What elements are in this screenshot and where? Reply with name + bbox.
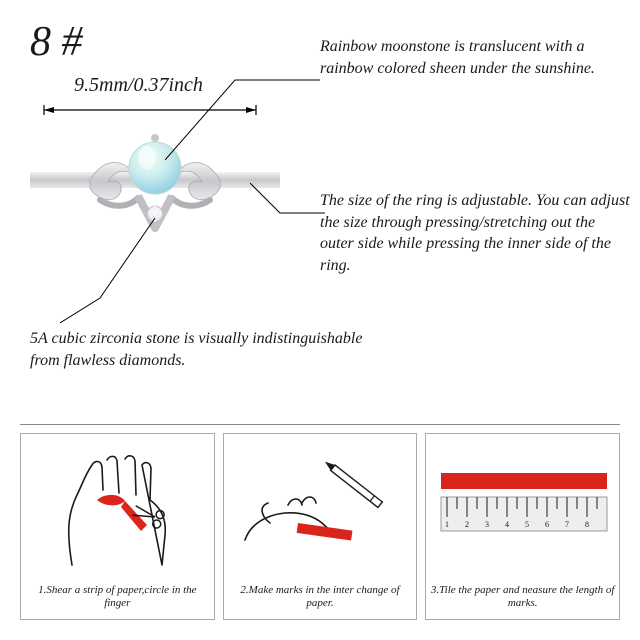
step-3: 1 2 3 4 5 6 7 8 3.Tile the paper and nea… [425, 433, 620, 620]
leader-moonstone [165, 60, 325, 170]
svg-text:2: 2 [465, 520, 469, 529]
step-1: 1.Shear a strip of paper,circle in the f… [20, 433, 215, 620]
steps-row: 1.Shear a strip of paper,circle in the f… [20, 424, 620, 620]
step-1-illustration [25, 440, 210, 580]
step-3-caption: 3.Tile the paper and neasure the length … [430, 584, 615, 612]
step-3-illustration: 1 2 3 4 5 6 7 8 [430, 440, 615, 580]
step-2: 2.Make marks in the inter change of pape… [223, 433, 418, 620]
svg-text:5: 5 [525, 520, 529, 529]
svg-text:6: 6 [545, 520, 549, 529]
callout-zirconia: 5A cubic zirconia stone is visually indi… [30, 328, 390, 371]
callout-adjustable: The size of the ring is adjustable. You … [320, 190, 630, 276]
leader-zirconia [60, 218, 160, 328]
svg-text:1: 1 [445, 520, 449, 529]
size-label: 8 # [30, 18, 83, 66]
step-2-illustration [228, 440, 413, 580]
svg-text:7: 7 [565, 520, 569, 529]
svg-text:3: 3 [485, 520, 489, 529]
step-1-caption: 1.Shear a strip of paper,circle in the f… [25, 584, 210, 612]
leader-adjustable [250, 178, 330, 228]
step-2-caption: 2.Make marks in the inter change of pape… [228, 584, 413, 612]
svg-text:8: 8 [585, 520, 589, 529]
svg-text:4: 4 [505, 520, 509, 529]
callout-moonstone: Rainbow moonstone is translucent with a … [320, 36, 620, 79]
